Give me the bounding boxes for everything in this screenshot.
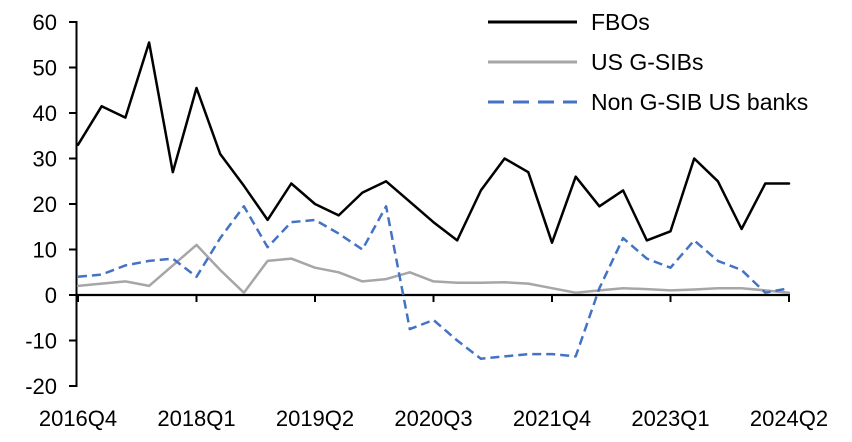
legend-label-non-g-sib-us-banks: Non G-SIB US banks — [591, 88, 809, 115]
series-line-non-g-sib-us-banks — [77, 205, 790, 360]
legend-label-fbos: FBOs — [591, 8, 650, 35]
legend-line-fbos-icon — [488, 20, 577, 24]
legend-item-us-g-sibs: US G-SIBs — [486, 42, 808, 82]
y-tick-label: 40 — [33, 101, 57, 126]
legend-label-us-g-sibs: US G-SIBs — [591, 48, 704, 75]
y-tick-label: 30 — [33, 147, 57, 172]
y-tick-label: 0 — [45, 283, 57, 308]
legend-line-non-g-sib-us-banks-icon — [488, 100, 577, 104]
y-tick-label: 20 — [33, 192, 57, 217]
legend-item-non-g-sib-us-banks: Non G-SIB US banks — [486, 82, 808, 122]
x-tick-label: 2023Q1 — [631, 406, 709, 431]
y-tick-label: -10 — [25, 329, 57, 354]
series-line-us-g-sibs — [76, 243, 791, 294]
x-tick-label: 2019Q2 — [276, 406, 354, 431]
y-tick-label: -20 — [25, 374, 57, 399]
legend-line-us-g-sibs-icon — [488, 60, 577, 64]
x-tick-label: 2024Q2 — [750, 406, 828, 431]
legend-item-fbos: FBOs — [486, 2, 808, 42]
x-tick-label: 2018Q1 — [157, 406, 235, 431]
y-tick-label: 50 — [33, 56, 57, 81]
x-tick-label: 2020Q3 — [394, 406, 472, 431]
legend: FBOs US G-SIBs Non G-SIB US banks — [486, 2, 808, 122]
x-tick-label: 2021Q4 — [513, 406, 591, 431]
x-tick-label: 2016Q4 — [39, 406, 117, 431]
series-line-fbos — [76, 41, 791, 244]
y-tick-label: 10 — [33, 238, 57, 263]
y-tick-label: 60 — [33, 10, 57, 35]
